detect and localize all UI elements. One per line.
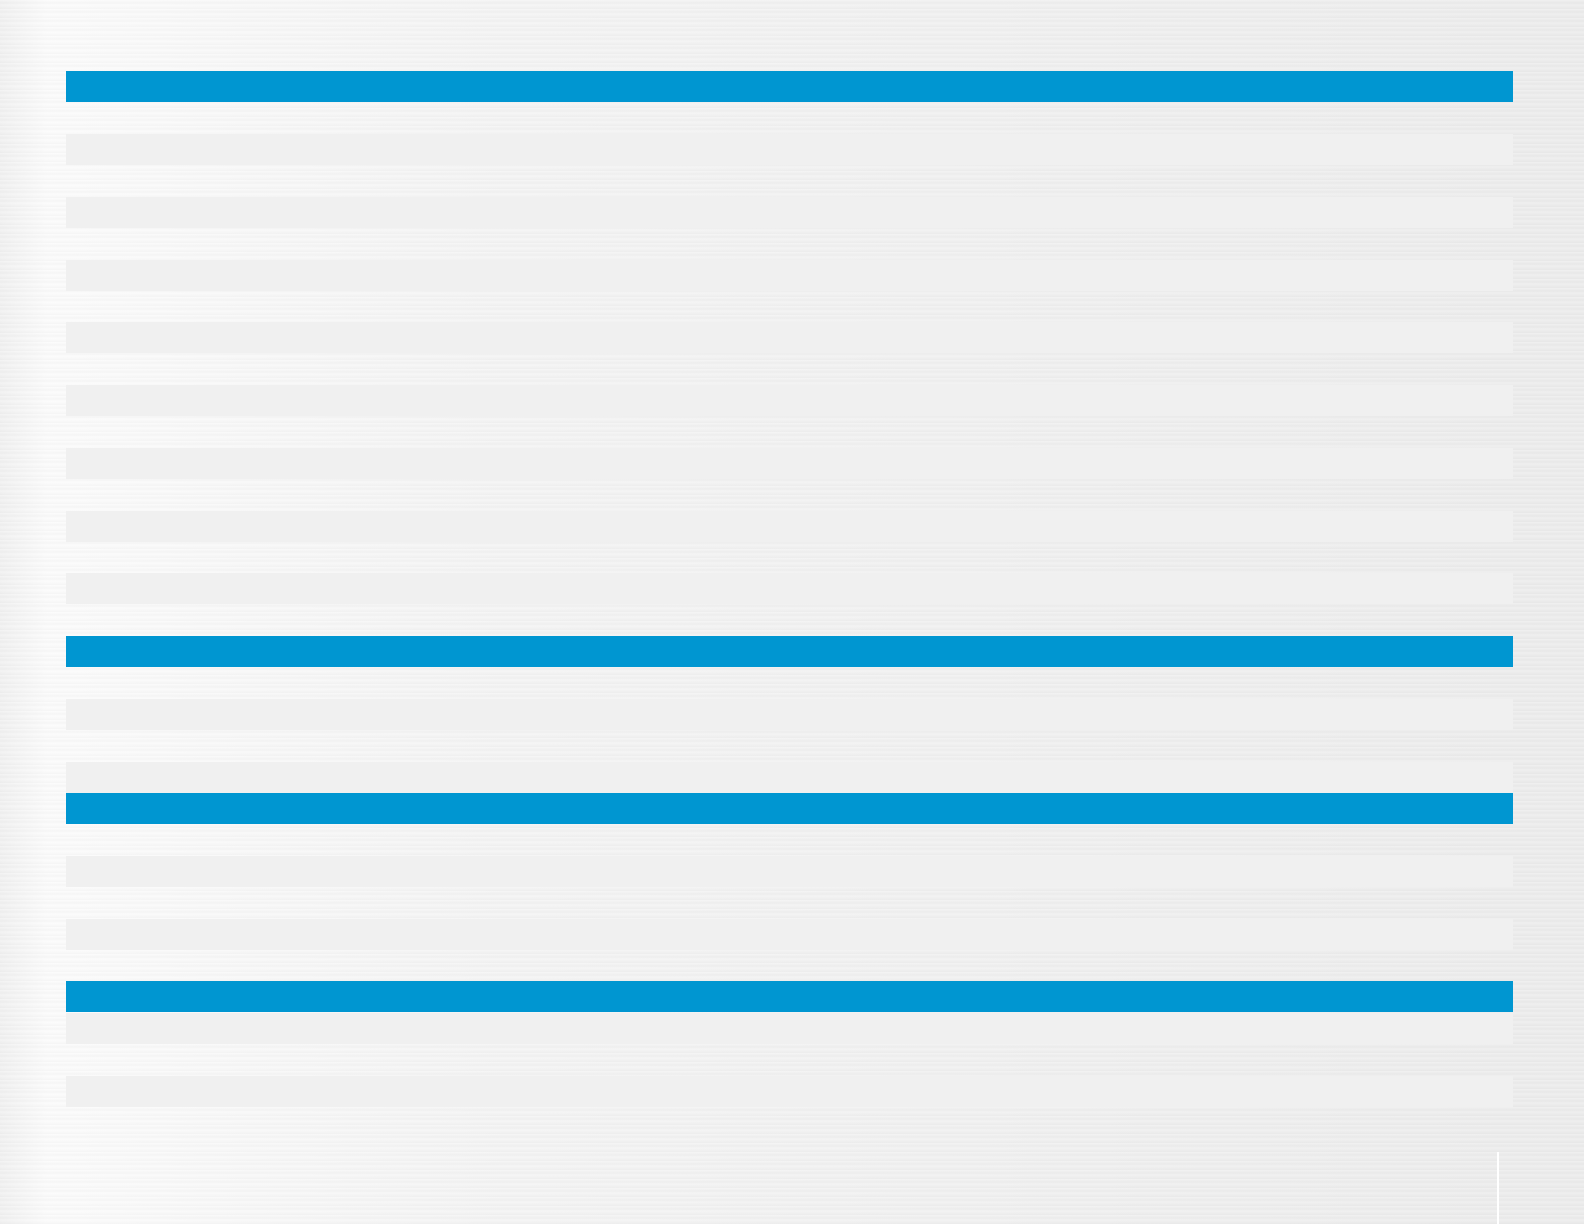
section-header-bar-3	[66, 793, 1513, 824]
table-row	[66, 1076, 1513, 1107]
table-row	[66, 322, 1513, 353]
table-row	[66, 385, 1513, 416]
table-row	[66, 573, 1513, 604]
table-row	[66, 197, 1513, 228]
table-row	[66, 511, 1513, 542]
table-row	[66, 260, 1513, 291]
section-header-bar-2	[66, 636, 1513, 667]
table-row	[66, 762, 1513, 793]
footer-divider	[1497, 1152, 1499, 1224]
table-row	[66, 919, 1513, 950]
table-row	[66, 1013, 1513, 1044]
table-row	[66, 448, 1513, 479]
section-header-bar-4	[66, 981, 1513, 1012]
section-header-bar-1	[66, 71, 1513, 102]
table-row	[66, 699, 1513, 730]
table-row	[66, 856, 1513, 887]
table-row	[66, 134, 1513, 165]
